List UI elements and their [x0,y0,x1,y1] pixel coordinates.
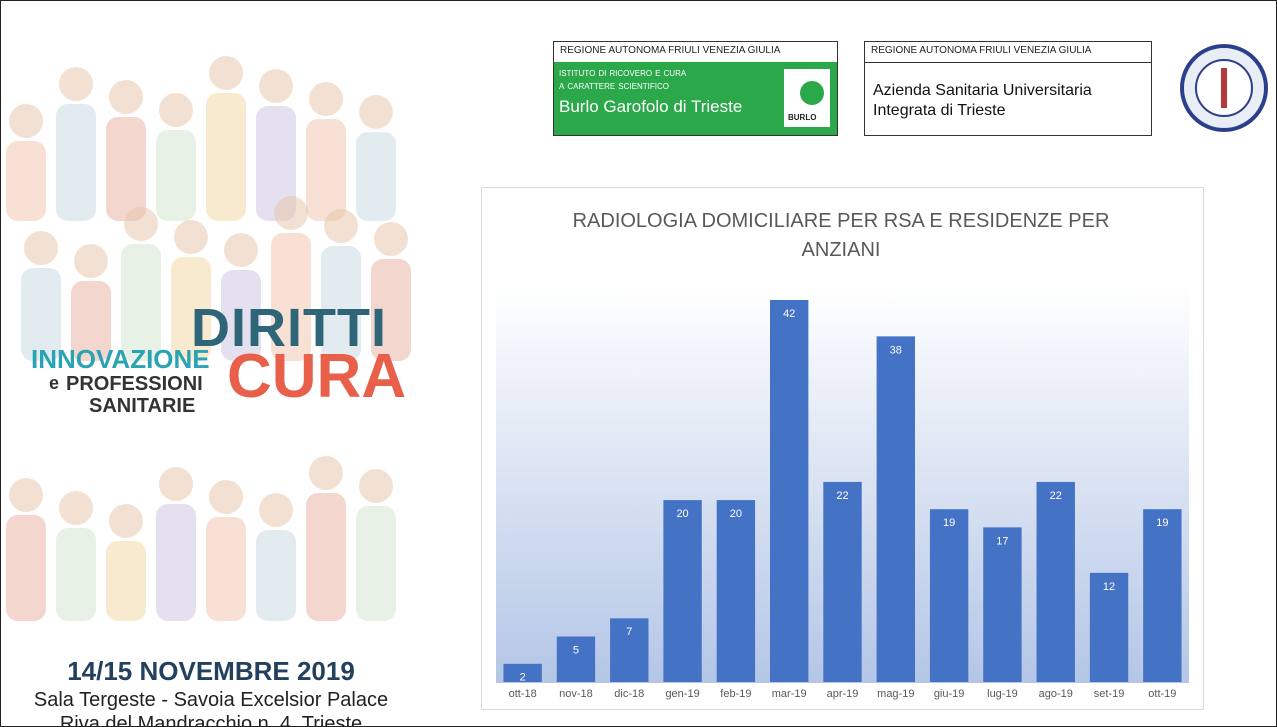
bar [557,637,595,682]
x-tick-label: mag-19 [877,688,914,700]
x-tick-label: nov-18 [559,688,593,700]
data-label: 5 [573,644,579,656]
x-tick-label: gen-19 [665,688,699,700]
bar [930,509,968,682]
chart: 2 ott-18 5 nov-18 7 dic-18 20 gen-19 20 feb-19 42 m… [1,1,1276,726]
bar [1143,509,1181,682]
bar [1037,482,1075,682]
x-tick-label: ago-19 [1039,688,1073,700]
data-label: 2 [520,672,526,684]
x-tick-label: ott-18 [509,688,537,700]
x-tick-label: giu-19 [934,688,965,700]
data-label: 17 [996,535,1008,547]
bar [877,336,915,682]
data-label: 7 [626,626,632,638]
slide: DIRITTI INNOVAZIONE CURA e PROFESSIONI S… [0,0,1277,727]
data-label: 19 [943,517,955,529]
data-label: 22 [1050,490,1062,502]
x-tick-label: apr-19 [827,688,859,700]
data-label: 20 [676,508,688,520]
bar [770,300,808,682]
bar [717,500,755,682]
data-label: 22 [836,490,848,502]
x-tick-label: ott-19 [1148,688,1176,700]
bar [823,482,861,682]
data-label: 12 [1103,581,1115,593]
bar [663,500,701,682]
chart-title: RADIOLOGIA DOMICILIARE PER RSA E RESIDEN… [541,207,1141,265]
x-tick-label: set-19 [1094,688,1125,700]
data-label: 38 [890,344,902,356]
data-label: 20 [730,508,742,520]
x-tick-label: mar-19 [772,688,807,700]
x-tick-label: lug-19 [987,688,1018,700]
x-tick-label: feb-19 [720,688,751,700]
bar [983,527,1021,682]
data-label: 19 [1156,517,1168,529]
data-label: 42 [783,308,795,320]
x-tick-label: dic-18 [614,688,644,700]
